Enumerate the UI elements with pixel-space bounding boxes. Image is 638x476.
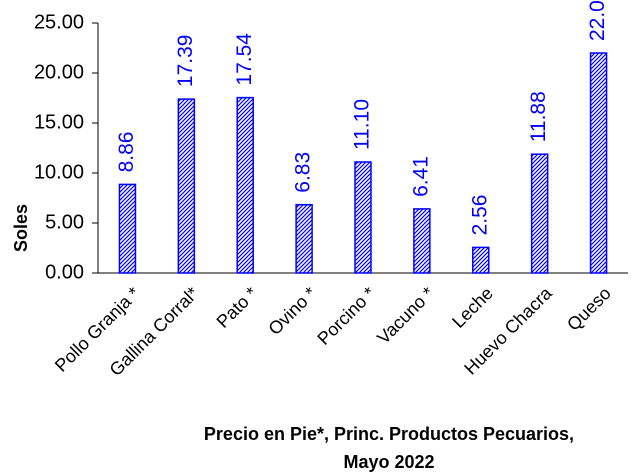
y-axis-title: Soles (11, 204, 31, 252)
data-label: 6.41 (409, 156, 432, 197)
data-label: 22.00 (586, 0, 609, 41)
data-label: 8.86 (115, 132, 138, 173)
y-tick-label: 10.00 (34, 161, 84, 183)
data-label: 17.39 (174, 35, 197, 88)
data-label: 11.88 (527, 91, 550, 142)
data-label: 2.56 (468, 195, 491, 236)
bar (354, 161, 372, 274)
bar (118, 183, 137, 274)
category-label: Ovino * (264, 283, 320, 339)
category-label: Pato * (213, 283, 262, 332)
data-label: 11.10 (351, 99, 374, 150)
bar (177, 98, 196, 274)
category-label: Leche (448, 283, 497, 332)
y-tick-label: 15.00 (34, 111, 84, 133)
bar (472, 246, 490, 274)
x-axis-title: Precio en Pie*, Princ. Productos Pecuari… (140, 420, 638, 476)
category-label: Queso (563, 283, 615, 335)
bars-group (118, 52, 608, 274)
y-tick-label: 25.00 (34, 11, 84, 33)
category-label: Porcino * (313, 283, 379, 349)
bar (413, 208, 431, 274)
category-label: Vacuno * (373, 283, 438, 348)
bar (295, 203, 313, 274)
x-axis-title-line-1: Precio en Pie*, Princ. Productos Pecuari… (203, 424, 575, 444)
x-axis-title-line-2: Mayo 2022 (343, 452, 435, 472)
bar (589, 52, 608, 274)
y-tick-label: 5.00 (45, 211, 84, 233)
y-tick-label: 0.00 (45, 261, 84, 283)
y-tick-label: 20.00 (34, 61, 84, 83)
bar (236, 96, 254, 274)
y-axis-ticks: 0.00 5.00 10.00 15.00 20.00 25.00 (34, 11, 98, 283)
data-label: 6.83 (292, 152, 315, 193)
category-labels-group: Pollo Granja *Gallina Corral* Pato * Ovino… (51, 282, 615, 380)
data-label: 17.54 (233, 33, 256, 86)
bar (530, 153, 549, 274)
data-labels-group: 8.86 17.39 17.54 6.83 11.10 6.41 2.56 11.88 22.0… (115, 0, 609, 235)
